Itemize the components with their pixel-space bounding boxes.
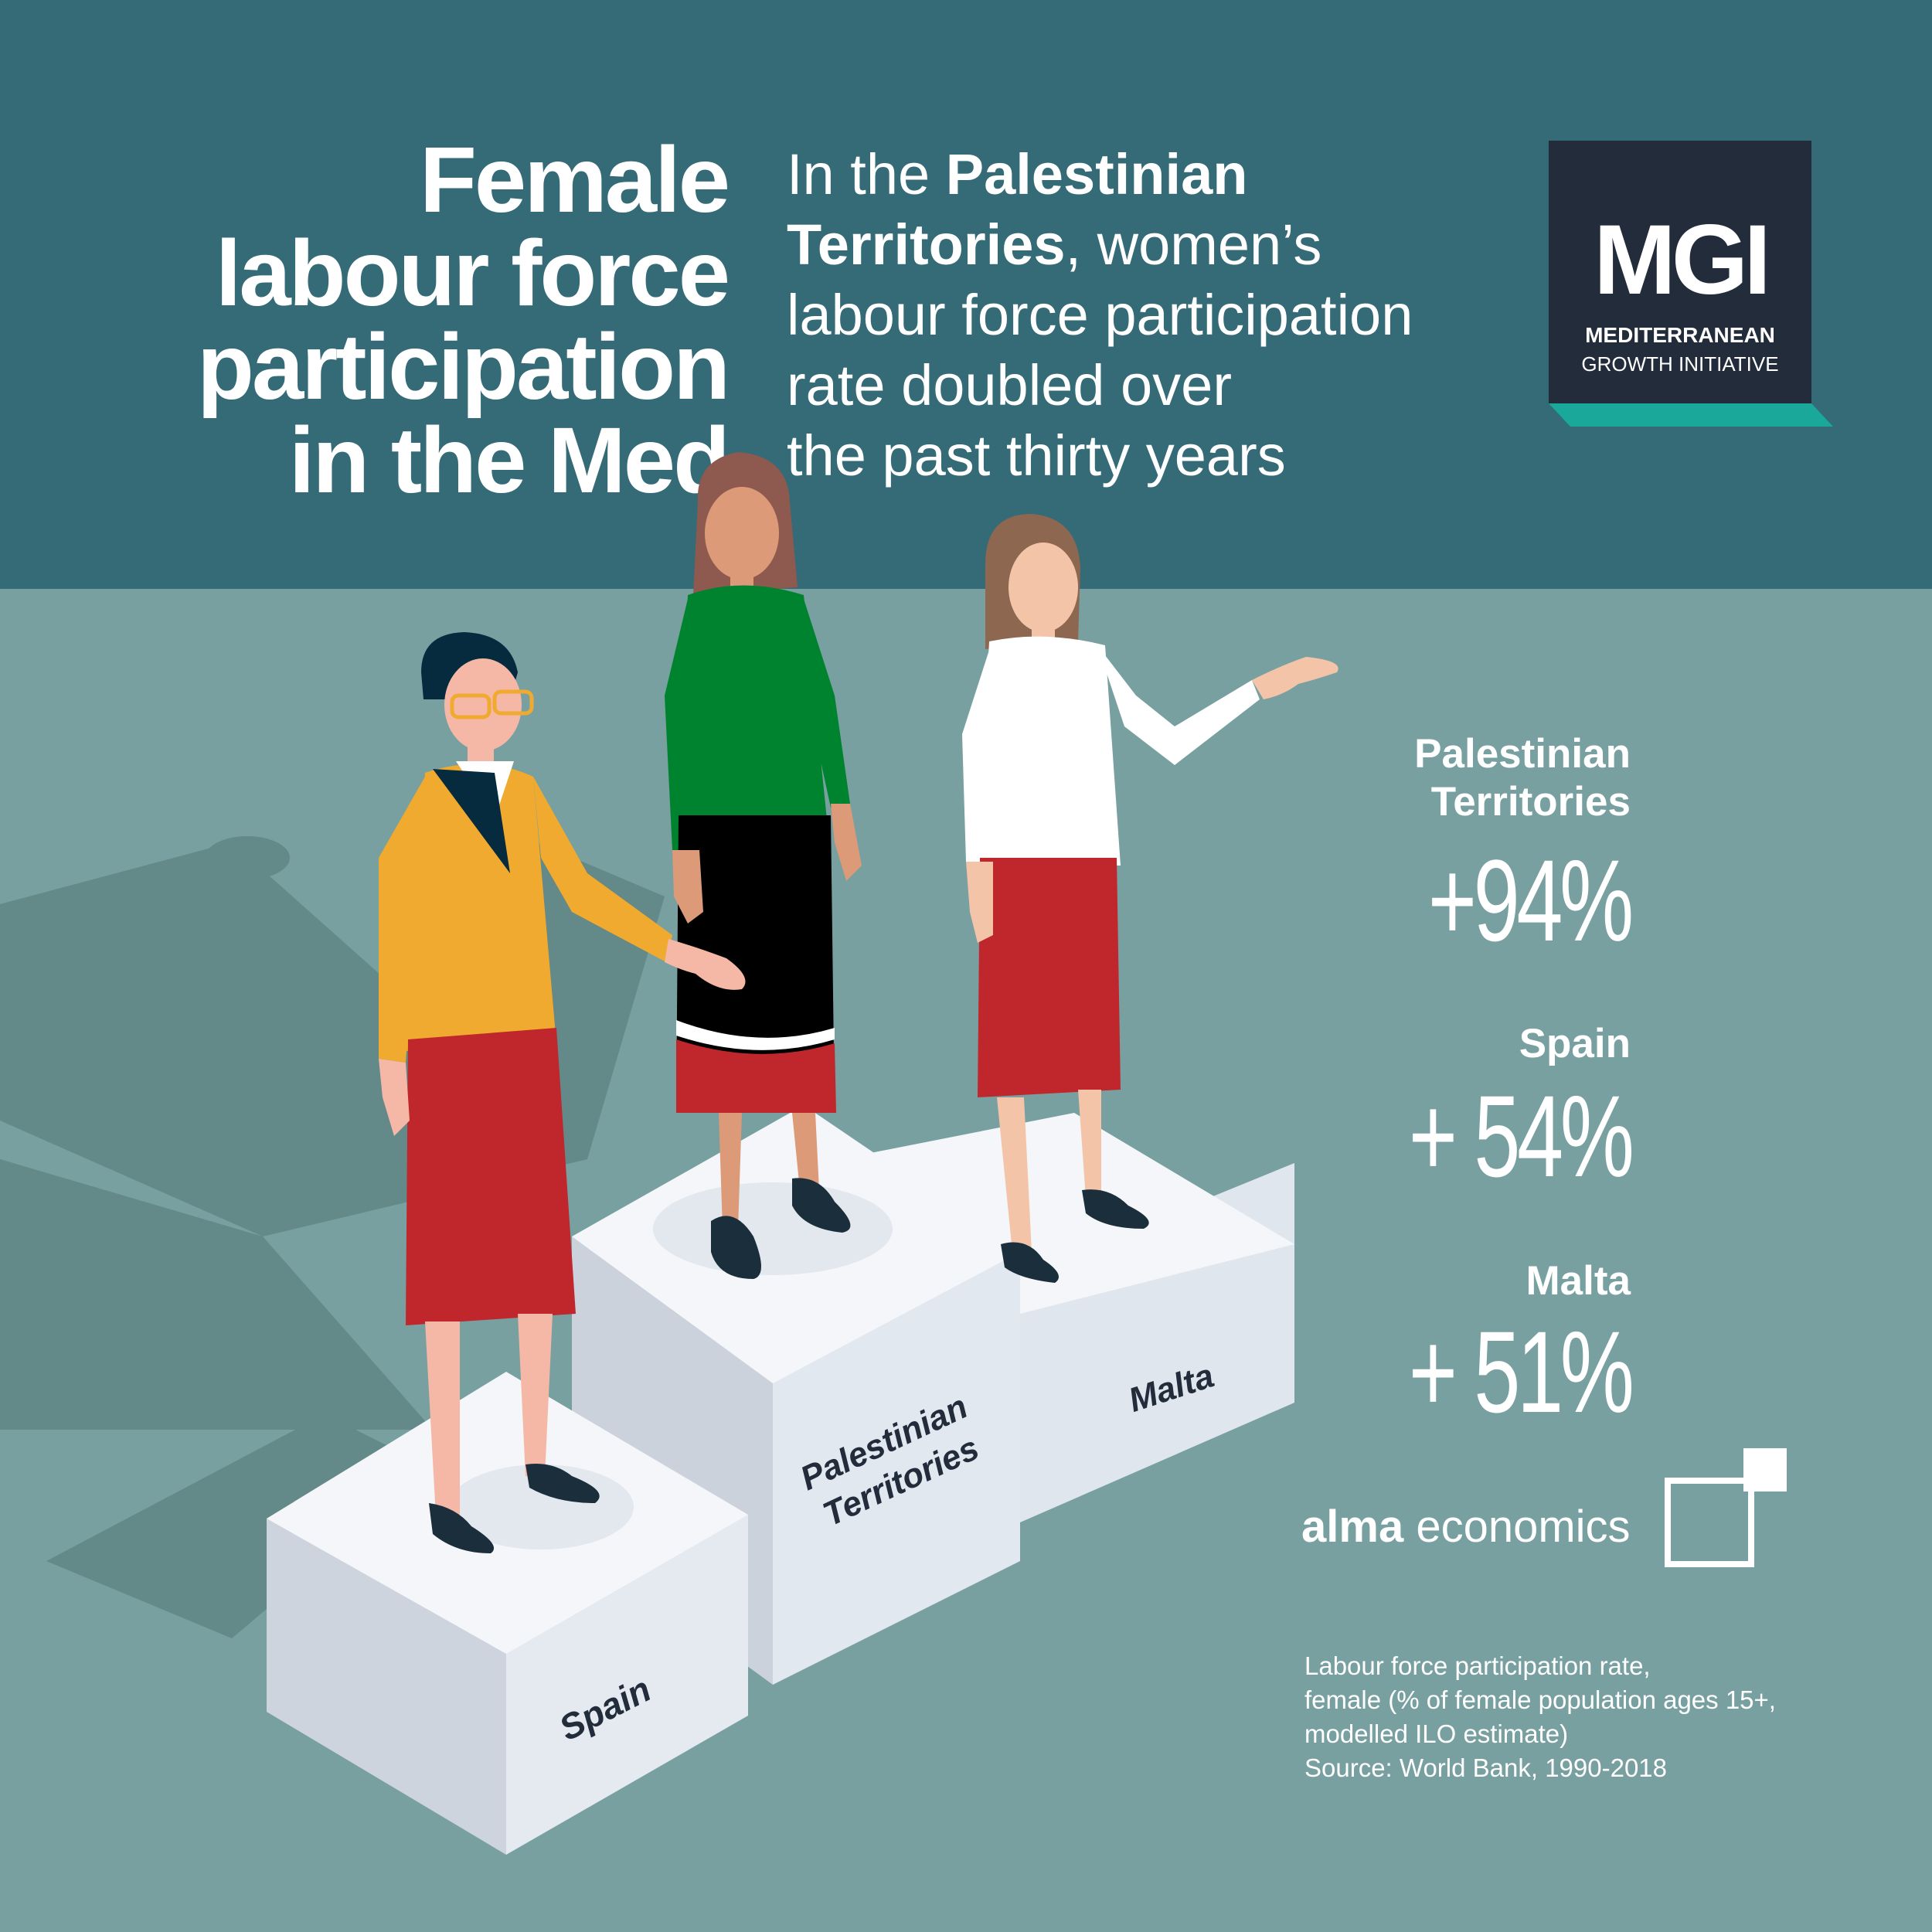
alma-bold: alma: [1301, 1502, 1404, 1552]
source-line: modelled ILO estimate): [1304, 1719, 1569, 1748]
logo-mark: MGI: [1594, 205, 1771, 315]
stat-country-malta: Malta: [1526, 1257, 1631, 1305]
podium-spain-block: [267, 1372, 748, 1855]
stat-country-line: Territories: [1430, 779, 1631, 825]
title-line: Female: [419, 127, 730, 232]
source-line: Source: World Bank, 1990-2018: [1304, 1753, 1668, 1782]
stat-country-line: Malta: [1526, 1258, 1631, 1304]
subtitle: In the Palestinian Territories, women’s …: [787, 139, 1544, 491]
subtitle-line: rate doubled over: [787, 353, 1232, 417]
stat-value-spain: + 54%: [1408, 1071, 1634, 1201]
alma-rest: economics: [1403, 1502, 1631, 1552]
stat-country-spain: Spain: [1519, 1020, 1631, 1068]
title-line: participation: [196, 314, 730, 419]
stat-country-line: Palestinian: [1414, 731, 1631, 777]
subtitle-text: In the: [787, 142, 946, 206]
subtitle-text: , women’s: [1065, 213, 1322, 277]
figure-palestinian: [665, 452, 862, 1279]
title-line: labour force: [215, 220, 730, 325]
stat-value-malta: + 51%: [1408, 1307, 1634, 1437]
subtitle-line: the past thirty years: [787, 423, 1286, 488]
alma-economics-logo: alma economics: [1301, 1501, 1631, 1553]
title-line: in the Med: [288, 407, 730, 512]
logo-accent-stripe: [1549, 403, 1833, 427]
stat-country-line: Spain: [1519, 1021, 1631, 1066]
source-note: Labour force participation rate, female …: [1304, 1649, 1776, 1785]
subtitle-bold: Palestinian: [945, 142, 1248, 206]
stat-value-palestinian: +94%: [1428, 835, 1634, 965]
logo-line2: GROWTH INITIATIVE: [1581, 352, 1779, 376]
alma-squares-icon: [1665, 1448, 1787, 1567]
mgi-logo: MGI MEDITERRANEAN GROWTH INITIATIVE: [1549, 141, 1811, 403]
figure-spain: [379, 632, 746, 1553]
source-line: female (% of female population ages 15+,: [1304, 1685, 1776, 1714]
subtitle-line: labour force participation: [787, 283, 1413, 347]
stat-country-palestinian: Palestinian Territories: [1414, 730, 1631, 826]
source-line: Labour force participation rate,: [1304, 1651, 1651, 1680]
page-title: Female labour force participation in the…: [32, 127, 730, 512]
subtitle-bold: Territories: [787, 213, 1066, 277]
figure-malta: [962, 514, 1338, 1283]
logo-line1: MEDITERRANEAN: [1585, 323, 1775, 347]
